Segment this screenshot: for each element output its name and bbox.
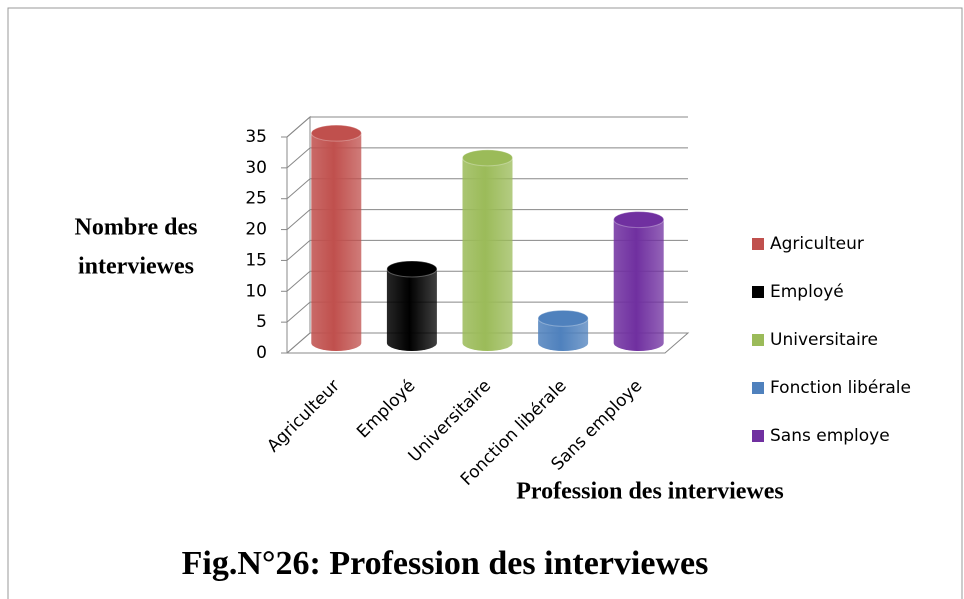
grid-line <box>286 239 688 261</box>
bar <box>311 133 362 351</box>
legend-swatch <box>752 334 764 346</box>
legend-label: Sans employe <box>770 426 890 446</box>
bar-top <box>613 211 665 229</box>
y-tick-label: 20 <box>245 220 267 240</box>
legend-swatch <box>752 286 764 298</box>
bar <box>386 268 437 351</box>
bar-top <box>537 309 589 327</box>
bar-top <box>310 124 362 142</box>
legend-swatch <box>752 238 764 250</box>
bar <box>613 219 664 351</box>
legend-label: Employé <box>770 282 844 302</box>
x-tick-label: Employé <box>353 376 419 442</box>
frame <box>7 7 963 599</box>
bar <box>538 318 589 351</box>
grid-line <box>286 116 688 138</box>
grid-line <box>286 270 688 292</box>
bar-top <box>462 149 513 167</box>
grid-line <box>286 301 688 323</box>
y-tick-label: 25 <box>245 189 267 209</box>
legend-swatch <box>752 382 764 394</box>
bar-top <box>386 260 438 278</box>
figure-caption: Fig.N°26: Profession des interviewes <box>182 545 709 582</box>
x-tick-label: Agriculteur <box>263 376 344 457</box>
y-axis-title: interviewes <box>78 254 194 280</box>
legend-label: Fonction libérale <box>770 378 911 398</box>
legend-swatch <box>752 430 764 442</box>
grid-line <box>286 209 688 230</box>
y-tick-label: 35 <box>245 127 267 147</box>
grid-line <box>286 147 688 169</box>
legend-label: Agriculteur <box>770 234 864 254</box>
bar <box>462 157 513 351</box>
legend-label: Universitaire <box>770 330 878 350</box>
x-axis-title: Profession des interviewes <box>516 479 784 505</box>
y-axis-title: Nombre des <box>75 215 198 241</box>
y-tick-label: 15 <box>245 250 267 270</box>
back-wall <box>286 115 311 353</box>
y-tick-label: 5 <box>256 312 267 332</box>
y-tick-label: 30 <box>245 158 267 178</box>
y-tick-label: 0 <box>256 343 267 363</box>
grid-line <box>286 178 688 200</box>
y-tick-label: 10 <box>245 281 267 301</box>
